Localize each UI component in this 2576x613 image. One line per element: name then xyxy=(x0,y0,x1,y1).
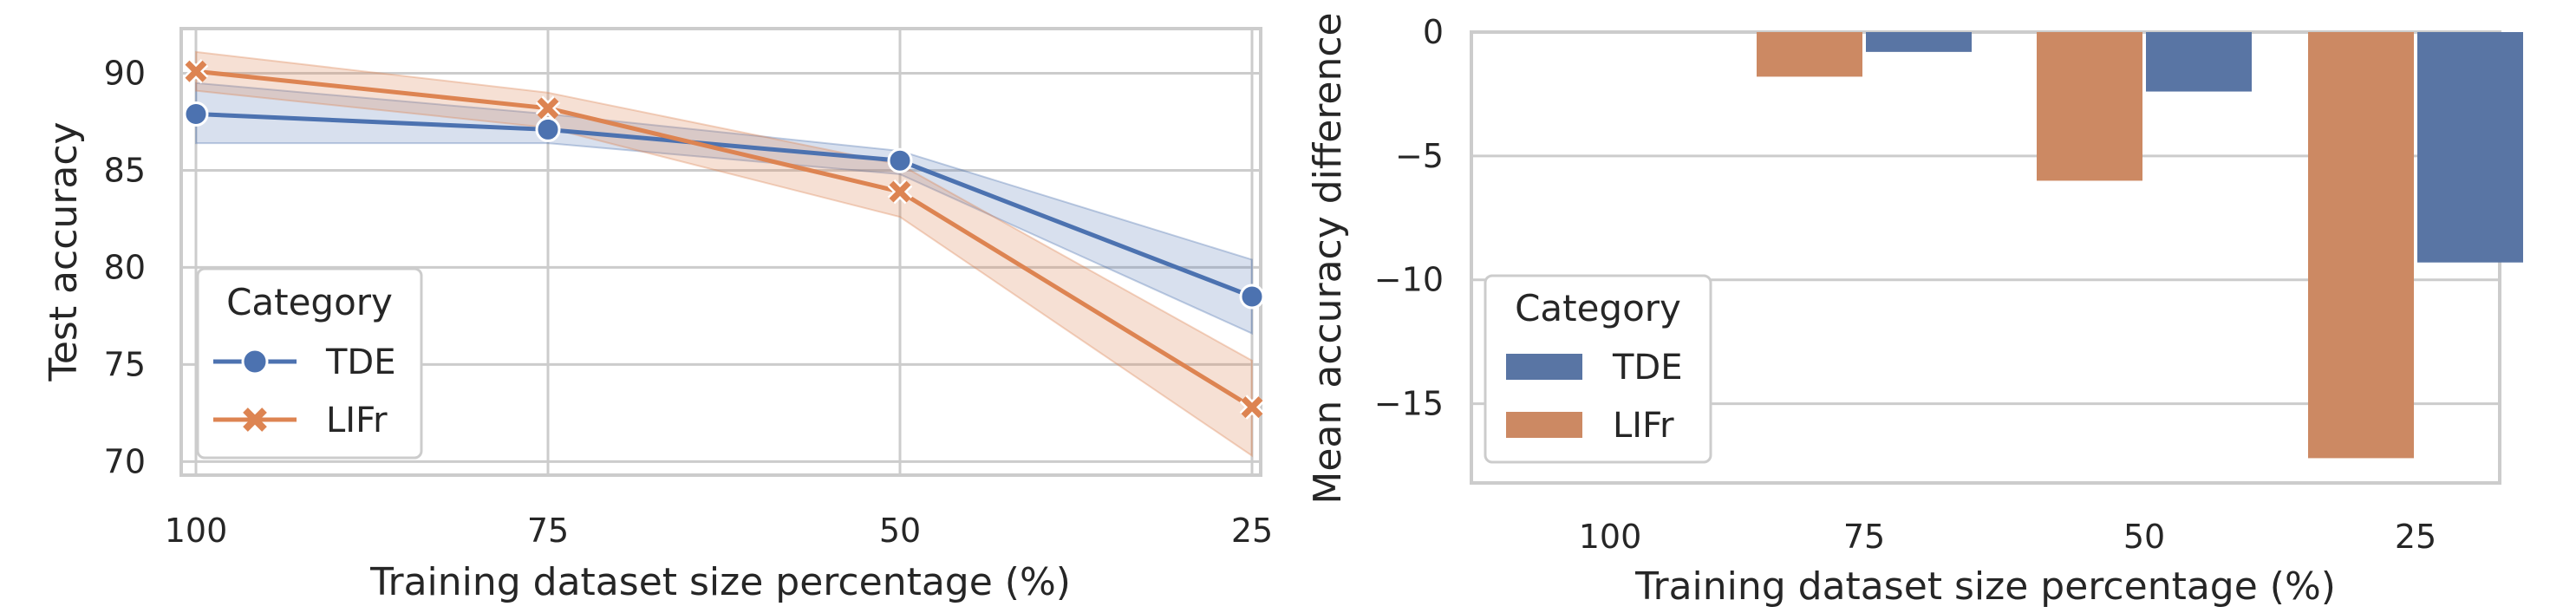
line-chart-plot-area xyxy=(179,27,1262,477)
line-chart-ytick-label: 90 xyxy=(104,55,146,93)
lifr-bar xyxy=(2308,32,2414,459)
line-chart-xtick-label: 25 xyxy=(1231,512,1273,550)
lifr-confidence-band xyxy=(195,50,1253,458)
tde-bar xyxy=(1866,32,1972,52)
bar-chart-xlabel: Training dataset size percentage (%) xyxy=(1634,564,2336,609)
bar-chart-xtick-label: 100 xyxy=(1579,518,1642,556)
line-chart-legend-lifr-label: LIFr xyxy=(326,401,388,440)
tde-point xyxy=(183,101,209,127)
line-chart-legend: Category TDE LIFr xyxy=(196,267,423,460)
lifr-bar xyxy=(1757,32,1862,77)
bar-chart-xtick-label: 25 xyxy=(2395,518,2436,556)
lifr-point xyxy=(887,179,913,205)
lifr-point xyxy=(1239,395,1265,420)
bar-chart-xtick-label: 50 xyxy=(2123,518,2165,556)
bar-chart-legend: Category TDE LIFr xyxy=(1484,274,1712,464)
legend-tde-bar-swatch xyxy=(1506,354,1582,380)
lifr-series-line xyxy=(195,68,1254,409)
line-chart-xtick-label: 75 xyxy=(527,512,569,550)
bar-chart-ytick-label: −15 xyxy=(1374,385,1444,423)
lifr-point xyxy=(183,59,209,84)
bar-chart-legend-title: Category xyxy=(1515,287,1681,329)
tde-bar xyxy=(2146,32,2252,92)
bar-chart-panel: 0 −5 −10 −15 100 75 50 25 Training dataset size… xyxy=(1306,12,2523,609)
line-chart-ytick-label: 75 xyxy=(104,345,146,383)
line-chart-xtick-label: 100 xyxy=(165,512,228,550)
bar-chart-legend-tde-label: TDE xyxy=(1612,348,1683,388)
bar-chart-ylabel: Mean accuracy difference xyxy=(1306,12,1350,504)
bar-chart-xtick-label: 75 xyxy=(1843,518,1885,556)
line-chart-legend-title: Category xyxy=(226,281,393,323)
line-chart-ytick-label: 85 xyxy=(104,151,146,189)
line-chart-legend-tde-label: TDE xyxy=(325,342,396,382)
bar-chart-legend-lifr-label: LIFr xyxy=(1613,406,1674,446)
tde-bar xyxy=(2417,32,2523,263)
tde-point xyxy=(887,147,913,173)
line-chart-legend-box xyxy=(196,267,423,460)
line-chart-xtick-label: 50 xyxy=(879,512,921,550)
tde-series-line xyxy=(195,112,1253,299)
legend-tde-marker xyxy=(241,348,269,375)
tde-point xyxy=(1239,284,1265,310)
lifr-point xyxy=(535,95,561,121)
bar-chart-ytick-label: −5 xyxy=(1395,137,1444,175)
line-chart-xlabel: Training dataset size percentage (%) xyxy=(369,560,1071,604)
legend-lifr-marker xyxy=(243,408,267,432)
line-chart-ytick-label: 70 xyxy=(104,442,146,480)
lifr-bar xyxy=(2037,32,2142,181)
bar-chart-ytick-label: −10 xyxy=(1374,261,1444,299)
line-chart-panel: 70 75 80 85 90 100 75 50 25 Training dataset siz… xyxy=(42,27,1273,604)
tde-point xyxy=(535,116,561,142)
line-chart-ytick-label: 80 xyxy=(104,248,146,286)
bar-chart-ytick-label: 0 xyxy=(1423,13,1444,51)
legend-lifr-bar-swatch xyxy=(1506,412,1582,438)
line-chart-ylabel: Test accuracy xyxy=(42,121,86,381)
tde-confidence-band xyxy=(195,82,1253,336)
